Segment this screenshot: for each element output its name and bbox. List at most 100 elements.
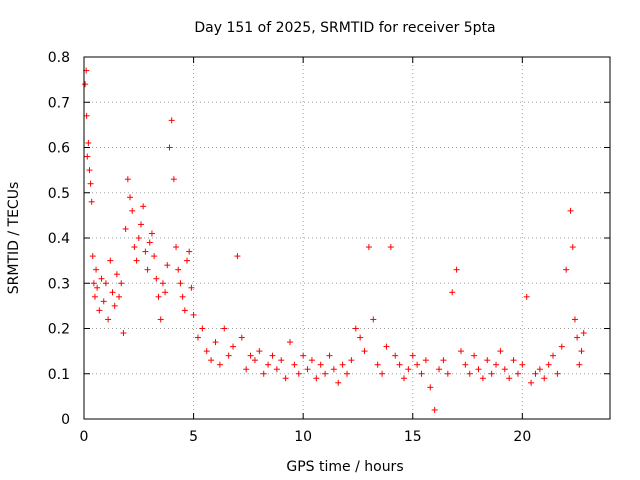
- data-point: [569, 244, 576, 251]
- y-axis-label: SRMTID / TECUs: [6, 182, 22, 295]
- data-point: [168, 117, 175, 124]
- data-point: [164, 262, 171, 269]
- data-point: [414, 361, 421, 368]
- data-point: [133, 257, 140, 264]
- data-point: [116, 293, 123, 300]
- data-point: [173, 244, 180, 251]
- data-point: [396, 361, 403, 368]
- data-point: [86, 167, 93, 174]
- data-point: [184, 257, 191, 264]
- data-point: [493, 361, 500, 368]
- data-point: [93, 266, 100, 273]
- data-point: [118, 280, 125, 287]
- data-point: [90, 280, 97, 287]
- data-point: [313, 375, 320, 382]
- data-point: [308, 357, 315, 364]
- data-point: [186, 248, 193, 255]
- data-point: [84, 153, 91, 160]
- y-tick-label: 0: [61, 412, 70, 428]
- data-point: [113, 271, 120, 278]
- data-point: [177, 280, 184, 287]
- data-point: [88, 198, 95, 205]
- data-point: [400, 375, 407, 382]
- data-point: [501, 366, 508, 373]
- data-point: [247, 352, 254, 359]
- data-point: [462, 361, 469, 368]
- data-point: [317, 361, 324, 368]
- data-point: [379, 370, 386, 377]
- data-point: [374, 361, 381, 368]
- y-tick-label: 0.4: [48, 231, 70, 247]
- y-tick-label: 0.6: [48, 141, 70, 157]
- data-point: [488, 370, 495, 377]
- data-point: [170, 176, 177, 183]
- data-point: [146, 239, 153, 246]
- data-point: [199, 325, 206, 332]
- data-point: [98, 275, 105, 282]
- data-point: [107, 257, 114, 264]
- data-point: [273, 366, 280, 373]
- data-point: [550, 352, 557, 359]
- data-point: [216, 361, 223, 368]
- data-point: [344, 370, 350, 377]
- x-tick-label: 10: [294, 429, 312, 445]
- data-point: [87, 180, 94, 187]
- data-point: [295, 370, 302, 377]
- data-point: [554, 370, 561, 377]
- data-point: [300, 352, 307, 359]
- data-point: [436, 366, 443, 373]
- data-point: [352, 325, 359, 332]
- data-point: [212, 339, 219, 346]
- data-point: [131, 244, 138, 251]
- data-point: [326, 352, 333, 359]
- data-point: [471, 352, 478, 359]
- data-point: [361, 348, 368, 355]
- data-point: [335, 379, 342, 386]
- data-point: [571, 316, 578, 323]
- data-point: [225, 352, 232, 359]
- data-point: [418, 370, 425, 377]
- data-point: [83, 112, 90, 119]
- data-point: [541, 375, 548, 382]
- axis-ticks: 0 0.1 0.2 0.3 0.4 0.5 0.6 0.7 0.8 0 5 10 15 20: [48, 50, 610, 445]
- data-point: [339, 361, 346, 368]
- data-point: [105, 316, 112, 323]
- x-tick-label: 5: [189, 429, 198, 445]
- data-point: [243, 366, 250, 373]
- data-point: [162, 289, 169, 296]
- data-point: [102, 280, 109, 287]
- data-point: [322, 370, 329, 377]
- data-point: [159, 280, 166, 287]
- data-point: [304, 366, 311, 373]
- y-tick-label: 0.1: [48, 367, 70, 383]
- data-point: [203, 348, 210, 355]
- data-point: [545, 361, 552, 368]
- data-point: [194, 334, 201, 341]
- data-point: [142, 248, 149, 255]
- data-point: [409, 352, 416, 359]
- data-point: [466, 370, 473, 377]
- y-tick-label: 0.8: [48, 50, 70, 66]
- data-point: [144, 266, 151, 273]
- data-point: [122, 225, 129, 232]
- data-points: [82, 67, 587, 413]
- data-point: [238, 334, 245, 341]
- data-point: [457, 348, 464, 355]
- data-point: [190, 311, 197, 318]
- data-point: [166, 144, 173, 151]
- data-point: [153, 275, 160, 282]
- data-point: [431, 406, 438, 413]
- data-point: [475, 366, 482, 373]
- data-point: [151, 253, 158, 260]
- data-point: [574, 334, 581, 341]
- data-point: [440, 357, 447, 364]
- data-point: [94, 284, 101, 291]
- data-point: [484, 357, 491, 364]
- data-point: [282, 375, 289, 382]
- y-tick-label: 0.5: [48, 186, 70, 202]
- x-tick-label: 15: [404, 429, 422, 445]
- data-point: [444, 370, 451, 377]
- data-point: [137, 221, 144, 228]
- data-point: [514, 370, 521, 377]
- data-point: [179, 293, 186, 300]
